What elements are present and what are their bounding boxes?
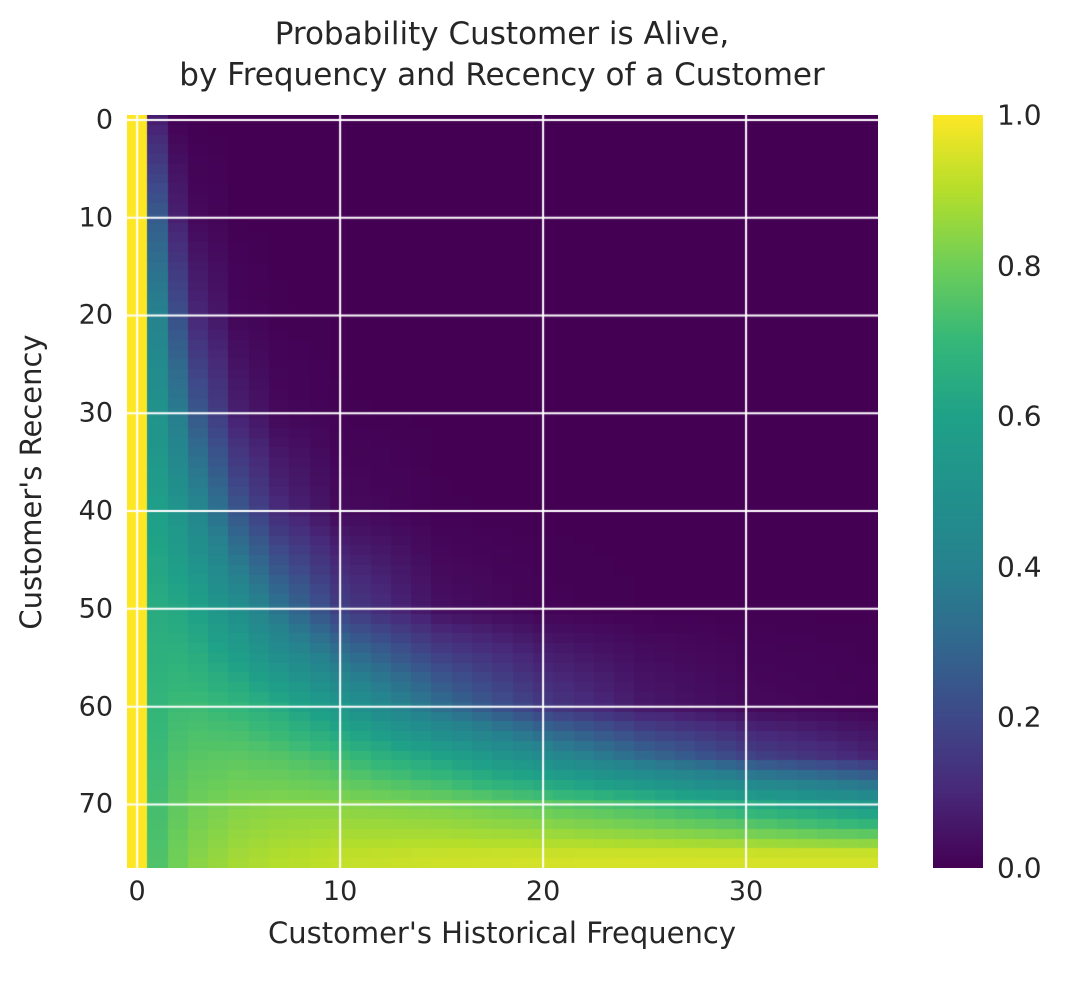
chart-title: Probability Customer is Alive, by Freque… (179, 14, 824, 96)
colorbar-tick-label: 0.2 (997, 700, 1042, 734)
x-tick-label: 20 (525, 876, 561, 907)
x-tick-label: 10 (322, 876, 358, 907)
heatmap-canvas (127, 115, 878, 868)
chart-title-line1: Probability Customer is Alive, (274, 16, 730, 52)
colorbar: 1.0 0.8 0.6 0.4 0.2 0.0 (933, 99, 1042, 885)
y-tick-label: 60 (78, 691, 113, 723)
y-tick-label: 20 (78, 299, 113, 331)
x-tick-label: 0 (128, 876, 146, 907)
y-tick-label: 70 (78, 788, 113, 820)
y-tick-label: 30 (78, 397, 113, 429)
chart-title-line2: by Frequency and Recency of a Customer (179, 57, 825, 93)
colorbar-canvas (933, 115, 983, 868)
heatmap-plot: 0 10 20 30 0 10 20 30 40 50 60 70 (79, 104, 878, 907)
y-tick-label: 0 (95, 104, 113, 136)
y-axis-label: Customer's Recency (14, 334, 48, 630)
colorbar-tick-label: 0.8 (997, 249, 1042, 283)
y-tick-label: 50 (78, 593, 113, 625)
x-axis-label: Customer's Historical Frequency (267, 916, 737, 950)
x-tick-label: 30 (728, 876, 764, 907)
colorbar-tick-label: 0.6 (997, 399, 1042, 433)
colorbar-tick-label: 1.0 (997, 98, 1042, 132)
colorbar-tick-label: 0.4 (997, 550, 1042, 584)
y-tick-label: 40 (78, 495, 113, 527)
y-tick-label: 10 (78, 202, 113, 234)
colorbar-tick-label: 0.0 (997, 851, 1042, 885)
